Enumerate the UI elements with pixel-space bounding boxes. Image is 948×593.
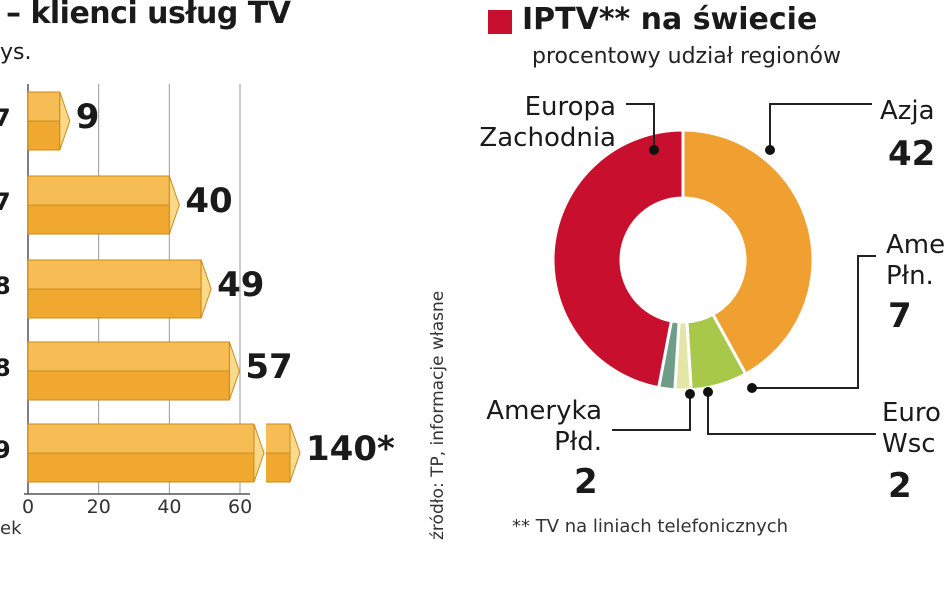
left-chart-subtitle: ys.	[0, 40, 32, 65]
value-label: 49	[217, 265, 265, 305]
donut-slice	[551, 128, 685, 390]
category-label: 7	[0, 104, 11, 132]
value-label: 140*	[306, 429, 395, 469]
leader-line	[626, 103, 655, 150]
leader-dot	[649, 145, 659, 155]
bar	[27, 175, 180, 235]
x-axis-label: ek	[0, 518, 22, 539]
x-tick-label: 0	[22, 496, 35, 518]
donut-slice	[681, 128, 815, 376]
label-ameryka-pld: Ameryka Płd.	[486, 396, 602, 457]
value-ameryka-pld: 2	[574, 462, 598, 502]
category-label: 7	[0, 188, 11, 216]
leader-line	[612, 394, 691, 431]
value-europa-wsch: 2	[888, 466, 912, 506]
x-tick-label: 60	[228, 496, 253, 518]
leader-line	[769, 103, 872, 150]
leader-line	[707, 392, 876, 435]
legend-swatch	[488, 10, 512, 34]
value-label: 40	[185, 181, 233, 221]
leader-dot	[703, 387, 713, 397]
x-tick-label: 40	[157, 496, 182, 518]
category-label: 8	[0, 354, 11, 382]
label-azja: Azja	[880, 96, 935, 126]
value-azja: 42	[888, 134, 936, 174]
leader-dot	[747, 383, 757, 393]
label-ameryka-pln: Ame Płn.	[886, 230, 946, 291]
bar	[27, 341, 240, 401]
bar	[27, 91, 71, 151]
label-europa-zachodnia: Europa Zachodnia	[479, 92, 616, 153]
label-europa-wsch: Euro Wsc	[882, 398, 941, 459]
leader-line	[752, 255, 876, 389]
leader-dot	[685, 389, 695, 399]
bar	[27, 259, 212, 319]
slice-value-label: 47	[618, 222, 682, 276]
left-chart-title: – klienci usług TV	[6, 0, 291, 31]
right-chart-title: IPTV** na świecie	[522, 2, 818, 37]
right-chart-subtitle: procentowy udział regionów	[532, 44, 841, 69]
value-label: 57	[245, 347, 293, 387]
category-label: 9	[0, 436, 11, 464]
value-label: 9	[75, 97, 100, 137]
leader-dot	[765, 145, 775, 155]
value-ameryka-pln: 7	[888, 296, 912, 336]
bar	[27, 422, 301, 484]
footnote: ** TV na liniach telefonicznych	[512, 516, 789, 537]
x-tick-label: 20	[86, 496, 111, 518]
category-label: 8	[0, 272, 11, 300]
